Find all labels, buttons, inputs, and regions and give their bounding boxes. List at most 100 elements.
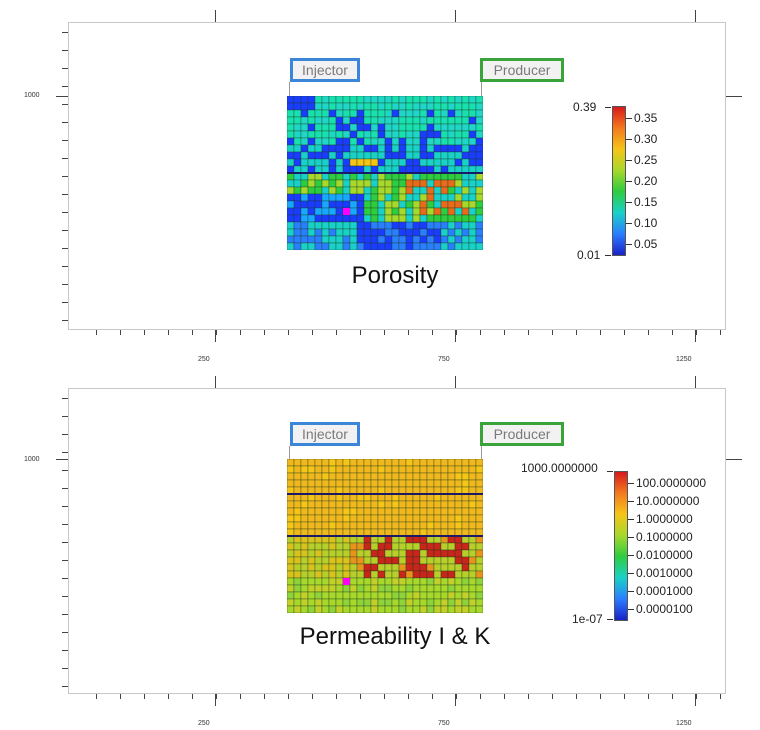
grid-cell — [293, 521, 302, 530]
grid-cell — [314, 193, 323, 202]
grid-cell — [384, 500, 393, 509]
injector-label-2: Injector — [290, 422, 360, 446]
grid-cell — [342, 521, 351, 530]
grid-cell — [349, 109, 358, 118]
grid-cell — [384, 151, 393, 160]
grid-cell — [314, 535, 323, 544]
grid-cell — [454, 144, 463, 153]
grid-cell — [440, 137, 449, 146]
grid-cell — [363, 549, 372, 558]
grid-cell — [412, 500, 421, 509]
grid-cell — [314, 479, 323, 488]
grid-cell — [321, 137, 330, 146]
grid-cell — [412, 521, 421, 530]
grid-cell — [461, 151, 470, 160]
grid-cell — [377, 535, 386, 544]
grid-cell — [328, 179, 337, 188]
grid-cell — [461, 584, 470, 593]
grid-cell — [426, 465, 435, 474]
grid-cell — [307, 207, 316, 216]
grid-cell — [384, 130, 393, 139]
grid-cell — [419, 144, 428, 153]
grid-cell — [287, 116, 295, 125]
grid-cell — [342, 570, 351, 579]
grid-cell — [363, 514, 372, 523]
grid-cell — [363, 228, 372, 237]
grid-cell — [335, 242, 344, 250]
grid-cell — [461, 598, 470, 607]
grid-cell — [398, 179, 407, 188]
axis-minor-tick — [648, 694, 649, 699]
grid-cell — [398, 563, 407, 572]
grid-cell — [405, 214, 414, 223]
colorbar-tick-label: 0.05 — [634, 237, 658, 251]
grid-cell — [300, 144, 309, 153]
grid-cell — [447, 165, 456, 174]
grid-cell — [328, 116, 337, 125]
grid-cell — [419, 96, 428, 104]
axis-major-tick — [215, 376, 216, 388]
grid-cell — [300, 116, 309, 125]
grid-cell — [363, 563, 372, 572]
axis-minor-tick — [62, 524, 68, 525]
grid-cell — [426, 563, 435, 572]
grid-cell — [412, 96, 421, 104]
grid-cell — [356, 500, 365, 509]
grid-cell — [461, 109, 470, 118]
grid-cell — [391, 500, 400, 509]
grid-cell — [349, 165, 358, 174]
grid-cell — [447, 542, 456, 551]
grid-cell — [440, 200, 449, 209]
axis-major-tick — [695, 10, 696, 22]
grid-cell — [405, 137, 414, 146]
grid-cell — [461, 186, 470, 195]
axis-minor-tick — [144, 330, 145, 335]
grid-cell — [475, 144, 483, 153]
grid-cell — [461, 521, 470, 530]
grid-cell — [349, 228, 358, 237]
grid-cell — [300, 151, 309, 160]
axis-minor-tick — [62, 398, 68, 399]
grid-cell — [419, 507, 428, 516]
grid-cell — [370, 165, 379, 174]
grid-cell — [440, 486, 449, 495]
grid-cell — [433, 542, 442, 551]
grid-cell — [475, 193, 483, 202]
grid-cell — [335, 116, 344, 125]
colorbar-tick — [626, 244, 632, 245]
grid-cell — [356, 123, 365, 132]
grid-cell — [468, 214, 477, 223]
grid-cell — [293, 465, 302, 474]
grid-cell — [342, 193, 351, 202]
grid-cell — [328, 507, 337, 516]
grid-cell — [287, 228, 295, 237]
producer-connector-2 — [481, 446, 482, 460]
axis-minor-tick — [696, 330, 697, 335]
grid-cell — [433, 109, 442, 118]
axis-minor-tick — [408, 330, 409, 335]
grid-cell — [433, 158, 442, 167]
grid-cell — [300, 172, 309, 181]
grid-cell — [447, 221, 456, 230]
axis-minor-tick — [62, 686, 68, 687]
grid-cell — [384, 193, 393, 202]
grid-cell — [398, 598, 407, 607]
grid-cell — [349, 151, 358, 160]
axis-minor-tick — [96, 330, 97, 335]
grid-cell — [461, 116, 470, 125]
grid-cell — [287, 158, 295, 167]
grid-cell — [475, 207, 483, 216]
axis-minor-tick — [62, 32, 68, 33]
grid-cell — [419, 200, 428, 209]
grid-cell — [300, 591, 309, 600]
grid-cell — [293, 500, 302, 509]
grid-cell — [356, 535, 365, 544]
grid-cell — [475, 158, 483, 167]
axis-major-tick — [695, 376, 696, 388]
grid-cell — [398, 542, 407, 551]
grid-cell — [440, 472, 449, 481]
grid-cell — [314, 165, 323, 174]
grid-cell — [307, 200, 316, 209]
grid-cell — [314, 144, 323, 153]
grid-cell — [391, 228, 400, 237]
